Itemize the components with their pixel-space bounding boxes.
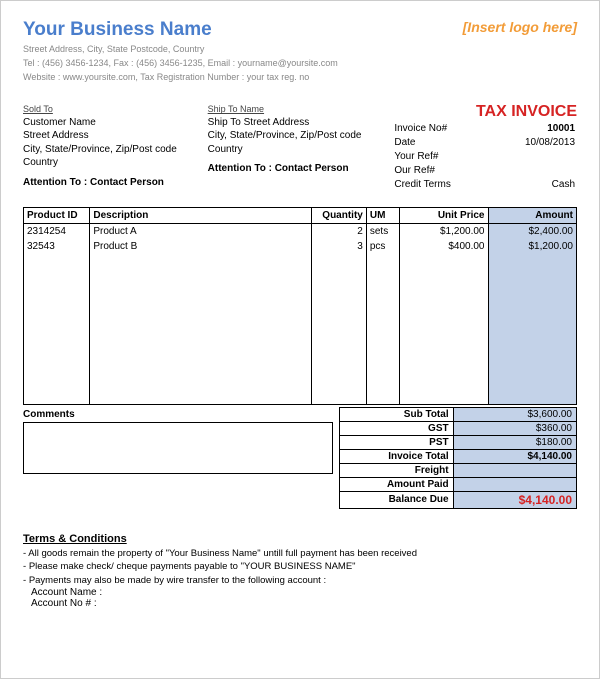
meta-value: 10001 (491, 123, 575, 135)
cell-description: Product A (90, 224, 311, 240)
meta-label: Our Ref# (394, 165, 489, 177)
balance-due-label: Balance Due (339, 491, 453, 508)
col-product-id: Product ID (24, 208, 90, 224)
business-web-tax: Website : www.yoursite.com, Tax Registra… (23, 71, 338, 83)
ship-to-heading: Ship To Name (208, 103, 393, 115)
total-label: Freight (339, 463, 453, 477)
ship-to-block: Ship To Name Ship To Street Address City… (208, 103, 393, 193)
table-row: 2314254 Product A 2 sets $1,200.00 $2,40… (24, 224, 577, 240)
col-description: Description (90, 208, 311, 224)
col-unit-price: Unit Price (400, 208, 488, 224)
col-um: UM (366, 208, 399, 224)
sold-to-city: City, State/Province, Zip/Post code (23, 143, 208, 157)
total-value: $4,140.00 (453, 449, 576, 463)
cell-unit-price: $400.00 (400, 239, 488, 254)
col-amount: Amount (488, 208, 577, 224)
total-label: Sub Total (339, 407, 453, 421)
total-value (453, 477, 576, 491)
total-label: Amount Paid (339, 477, 453, 491)
total-label: PST (339, 435, 453, 449)
sold-to-block: Sold To Customer Name Street Address Cit… (23, 103, 208, 193)
invoice-meta-block: TAX INVOICE Invoice No#10001 Date10/08/2… (392, 103, 577, 193)
ship-to-street: Ship To Street Address (208, 116, 393, 130)
cell-amount: $1,200.00 (488, 239, 577, 254)
meta-value (491, 151, 575, 163)
meta-value: Cash (491, 179, 575, 191)
ship-to-country: Country (208, 143, 393, 157)
col-quantity: Quantity (311, 208, 366, 224)
terms-line: Please make check/ cheque payments payab… (23, 560, 577, 573)
cell-product-id: 32543 (24, 239, 90, 254)
meta-value: 10/08/2013 (491, 137, 575, 149)
business-contact: Tel : (456) 3456-1234, Fax : (456) 3456-… (23, 57, 338, 69)
terms-subline: Account Name : (23, 587, 577, 598)
cell-quantity: 3 (311, 239, 366, 254)
balance-due-value: $4,140.00 (453, 491, 576, 508)
total-value (453, 463, 576, 477)
terms-line: Payments may also be made by wire transf… (23, 574, 577, 587)
business-name: Your Business Name (23, 19, 338, 41)
sold-to-street: Street Address (23, 129, 208, 143)
total-value: $3,600.00 (453, 407, 576, 421)
cell-description: Product B (90, 239, 311, 254)
tax-invoice-title: TAX INVOICE (392, 103, 577, 121)
terms-line: All goods remain the property of "Your B… (23, 547, 577, 560)
total-value: $360.00 (453, 421, 576, 435)
terms-block: Terms & Conditions All goods remain the … (23, 533, 577, 609)
cell-um: pcs (366, 239, 399, 254)
totals-block: Sub Total$3,600.00 GST$360.00 PST$180.00… (339, 407, 577, 509)
sold-to-heading: Sold To (23, 103, 208, 115)
comments-label: Comments (23, 409, 333, 420)
ship-to-city: City, State/Province, Zip/Post code (208, 129, 393, 143)
table-row-empty (24, 254, 577, 404)
cell-um: sets (366, 224, 399, 240)
ship-to-attention: Attention To : Contact Person (208, 162, 393, 176)
meta-label: Invoice No# (394, 123, 489, 135)
sold-to-country: Country (23, 156, 208, 170)
business-address: Street Address, City, State Postcode, Co… (23, 43, 338, 55)
total-label: Invoice Total (339, 449, 453, 463)
comments-box (23, 422, 333, 474)
meta-label: Date (394, 137, 489, 149)
cell-amount: $2,400.00 (488, 224, 577, 240)
sold-to-attention: Attention To : Contact Person (23, 176, 208, 190)
table-row: 32543 Product B 3 pcs $400.00 $1,200.00 (24, 239, 577, 254)
cell-product-id: 2314254 (24, 224, 90, 240)
items-table: Product ID Description Quantity UM Unit … (23, 207, 577, 405)
total-label: GST (339, 421, 453, 435)
meta-label: Credit Terms (394, 179, 489, 191)
meta-label: Your Ref# (394, 151, 489, 163)
sold-to-name: Customer Name (23, 116, 208, 130)
cell-quantity: 2 (311, 224, 366, 240)
terms-heading: Terms & Conditions (23, 533, 577, 545)
meta-value (491, 165, 575, 177)
terms-subline: Account No # : (23, 598, 577, 609)
total-value: $180.00 (453, 435, 576, 449)
logo-placeholder: [Insert logo here] (463, 19, 577, 83)
cell-unit-price: $1,200.00 (400, 224, 488, 240)
